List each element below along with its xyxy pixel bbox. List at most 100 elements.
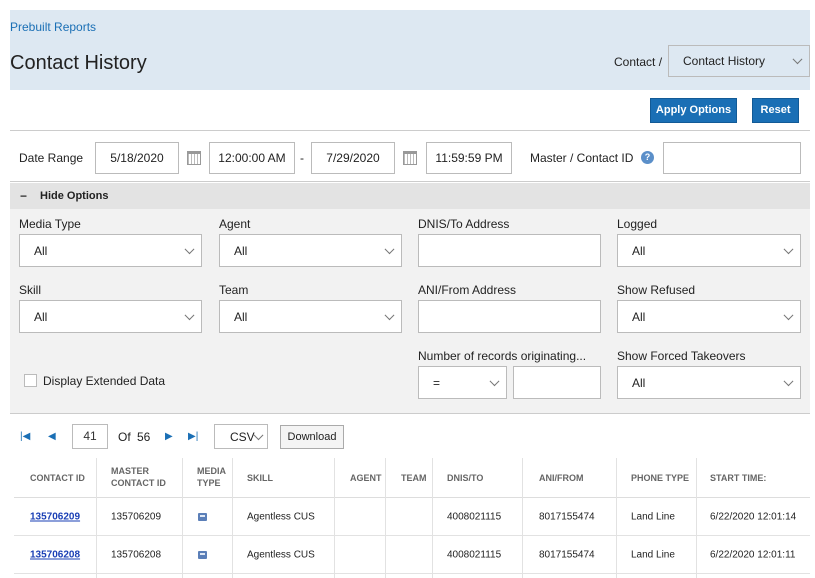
show-refused-label: Show Refused	[617, 283, 696, 297]
contact-id-link[interactable]: 135706208	[30, 549, 81, 560]
master-contact-id: 135706209	[111, 511, 162, 522]
logged-value: All	[632, 243, 646, 258]
dnis-cell: 4008021115	[447, 511, 502, 522]
results-toolbar: |◀ ◀ 41 Of 56 ▶ ▶| CSV Download	[10, 413, 810, 458]
dnis-cell: 4008021115	[447, 549, 502, 560]
th-team[interactable]: TEAM	[401, 473, 427, 483]
download-button[interactable]: Download	[280, 425, 344, 449]
th-phone-type[interactable]: PHONE TYPE	[631, 473, 690, 483]
team-label: Team	[219, 283, 249, 297]
agent-value: All	[234, 243, 248, 258]
column-divider	[522, 458, 523, 578]
th-dnis[interactable]: DNIS/TO	[447, 473, 484, 483]
column-divider	[696, 458, 697, 578]
next-page-icon[interactable]: ▶	[165, 431, 173, 442]
first-page-icon[interactable]: |◀	[20, 431, 31, 442]
reset-button[interactable]: Reset	[752, 98, 799, 123]
extended-data-label: Display Extended Data	[43, 374, 166, 388]
column-divider	[232, 458, 233, 578]
column-divider	[432, 458, 433, 578]
start-time-input[interactable]: 12:00:00 AM	[209, 142, 295, 174]
records-operator-value: =	[433, 375, 441, 390]
report-select[interactable]: Contact History	[668, 45, 810, 77]
th-master-2[interactable]: CONTACT ID	[111, 478, 166, 488]
skill-cell: Agentless CUS	[247, 549, 315, 560]
logged-select[interactable]: All	[617, 234, 801, 267]
th-contact-id[interactable]: CONTACT ID	[30, 473, 85, 483]
chevron-down-icon	[489, 375, 500, 386]
logged-label: Logged	[617, 217, 658, 231]
column-divider	[334, 458, 335, 578]
th-master-1[interactable]: MASTER	[111, 466, 149, 476]
date-range-row: Date Range 5/18/2020 12:00:00 AM - 7/29/…	[10, 130, 810, 182]
contact-label: Contact /	[614, 55, 663, 69]
chevron-down-icon	[783, 243, 794, 254]
agent-label: Agent	[219, 217, 251, 231]
hide-options-toggle[interactable]: − Hide Options	[10, 183, 810, 209]
dnis-input[interactable]	[418, 234, 601, 267]
ani-cell: 8017155474	[539, 549, 595, 560]
page-total: 56	[137, 430, 151, 444]
start-time-cell: 6/22/2020 12:01:14	[710, 511, 797, 522]
extended-data-checkbox[interactable]	[24, 374, 37, 387]
end-date-input[interactable]: 7/29/2020	[311, 142, 395, 174]
options-panel: Media Type All Agent All DNIS/To Address…	[10, 209, 810, 413]
master-contact-id-input[interactable]	[663, 142, 801, 174]
ani-input[interactable]	[418, 300, 601, 333]
page-header: Prebuilt Reports Contact History Contact…	[10, 10, 810, 90]
th-agent[interactable]: AGENT	[350, 473, 382, 483]
start-time-cell: 6/22/2020 12:01:11	[710, 549, 796, 560]
team-select[interactable]: All	[219, 300, 402, 333]
media-type-label: Media Type	[19, 217, 81, 231]
skill-value: All	[34, 309, 48, 324]
chevron-down-icon	[184, 309, 195, 320]
calendar-icon[interactable]	[403, 151, 417, 165]
phone-type-cell: Land Line	[631, 511, 675, 522]
column-divider	[385, 458, 386, 578]
agent-select[interactable]: All	[219, 234, 402, 267]
chevron-down-icon	[783, 375, 794, 386]
export-format-select[interactable]: CSV	[214, 424, 268, 449]
skill-cell: Agentless CUS	[247, 511, 315, 522]
chevron-down-icon	[184, 243, 195, 254]
breadcrumb[interactable]: Prebuilt Reports	[10, 20, 97, 34]
show-forced-select[interactable]: All	[617, 366, 801, 399]
help-icon[interactable]: ?	[641, 151, 654, 164]
media-type-value: All	[34, 243, 48, 258]
th-media-1[interactable]: MEDIA	[197, 466, 226, 476]
last-page-icon[interactable]: ▶|	[188, 431, 199, 442]
page-of-label: Of	[118, 430, 131, 444]
start-date-input[interactable]: 5/18/2020	[95, 142, 179, 174]
hide-options-label: Hide Options	[40, 190, 109, 202]
records-operator-select[interactable]: =	[418, 366, 507, 399]
th-ani[interactable]: ANI/FROM	[539, 473, 584, 483]
th-media-2[interactable]: TYPE	[197, 478, 221, 488]
media-type-select[interactable]: All	[19, 234, 202, 267]
column-divider	[616, 458, 617, 578]
table-row[interactable]: 135706209 135706209 Agentless CUS 400802…	[14, 498, 810, 536]
team-value: All	[234, 309, 248, 324]
master-contact-id: 135706208	[111, 549, 162, 560]
skill-label: Skill	[19, 283, 42, 297]
column-divider	[96, 458, 97, 578]
apply-options-button[interactable]: Apply Options	[650, 98, 737, 123]
records-value-input[interactable]	[513, 366, 601, 399]
collapse-icon: −	[20, 189, 28, 203]
ani-cell: 8017155474	[539, 511, 595, 522]
table-row[interactable]: 135706208 135706208 Agentless CUS 400802…	[14, 536, 810, 574]
th-skill[interactable]: SKILL	[247, 473, 273, 483]
records-label: Number of records originating...	[418, 349, 587, 363]
show-refused-select[interactable]: All	[617, 300, 801, 333]
skill-select[interactable]: All	[19, 300, 202, 333]
contact-id-link[interactable]: 135706209	[30, 511, 81, 522]
email-icon	[198, 550, 207, 559]
calendar-icon[interactable]	[187, 151, 201, 165]
page-number-input[interactable]: 41	[72, 424, 108, 449]
show-forced-value: All	[632, 375, 646, 390]
previous-page-icon[interactable]: ◀	[48, 431, 56, 442]
end-time-input[interactable]: 11:59:59 PM	[426, 142, 512, 174]
date-separator: -	[300, 151, 304, 165]
master-contact-id-label: Master / Contact ID	[530, 151, 634, 165]
email-icon	[198, 512, 207, 521]
th-start-time[interactable]: START TIME:	[710, 473, 767, 483]
